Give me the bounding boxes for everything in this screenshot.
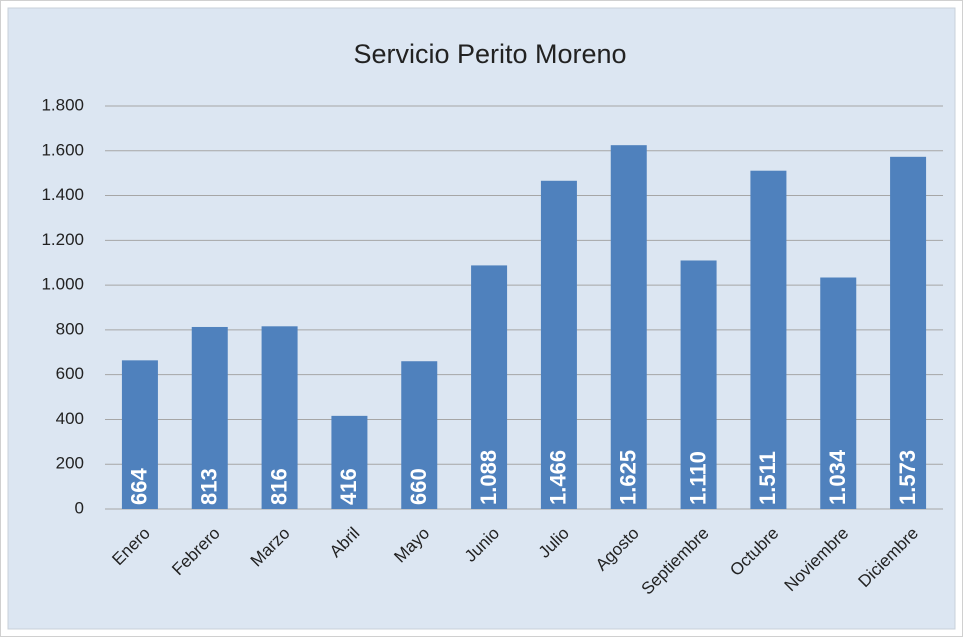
bar [401,361,438,509]
y-tick-label: 1.400 [41,185,84,204]
y-tick-label: 1.800 [41,95,84,114]
data-label: 813 [197,468,222,505]
data-label: 416 [336,468,361,505]
bar [750,170,787,509]
bar [261,326,298,509]
bar [191,326,228,509]
bar [890,156,927,509]
data-label: 660 [406,468,431,505]
bar [471,265,508,509]
y-tick-label: 1.600 [41,140,84,159]
y-tick-label: 800 [56,319,84,338]
bar [820,277,857,509]
data-label: 1.466 [546,450,571,505]
chart-title: Servicio Perito Moreno [353,39,626,69]
y-tick-label: 1.200 [41,230,84,249]
y-tick-label: 600 [56,364,84,383]
y-tick-label: 0 [75,498,84,517]
data-label: 1.034 [825,449,850,505]
data-label: 664 [127,468,152,505]
bar [680,260,717,509]
data-label: 1.511 [755,451,780,505]
bar [121,360,158,509]
bar [331,415,368,509]
data-label: 1.573 [895,450,920,505]
y-tick-label: 1.000 [41,275,84,294]
data-label: 1.625 [616,450,641,505]
data-label: 1.110 [685,451,710,505]
y-tick-label: 200 [56,454,84,473]
bar [540,180,577,510]
bar [610,145,647,510]
data-label: 816 [266,468,291,505]
y-tick-label: 400 [56,409,84,428]
data-label: 1.088 [476,450,501,505]
